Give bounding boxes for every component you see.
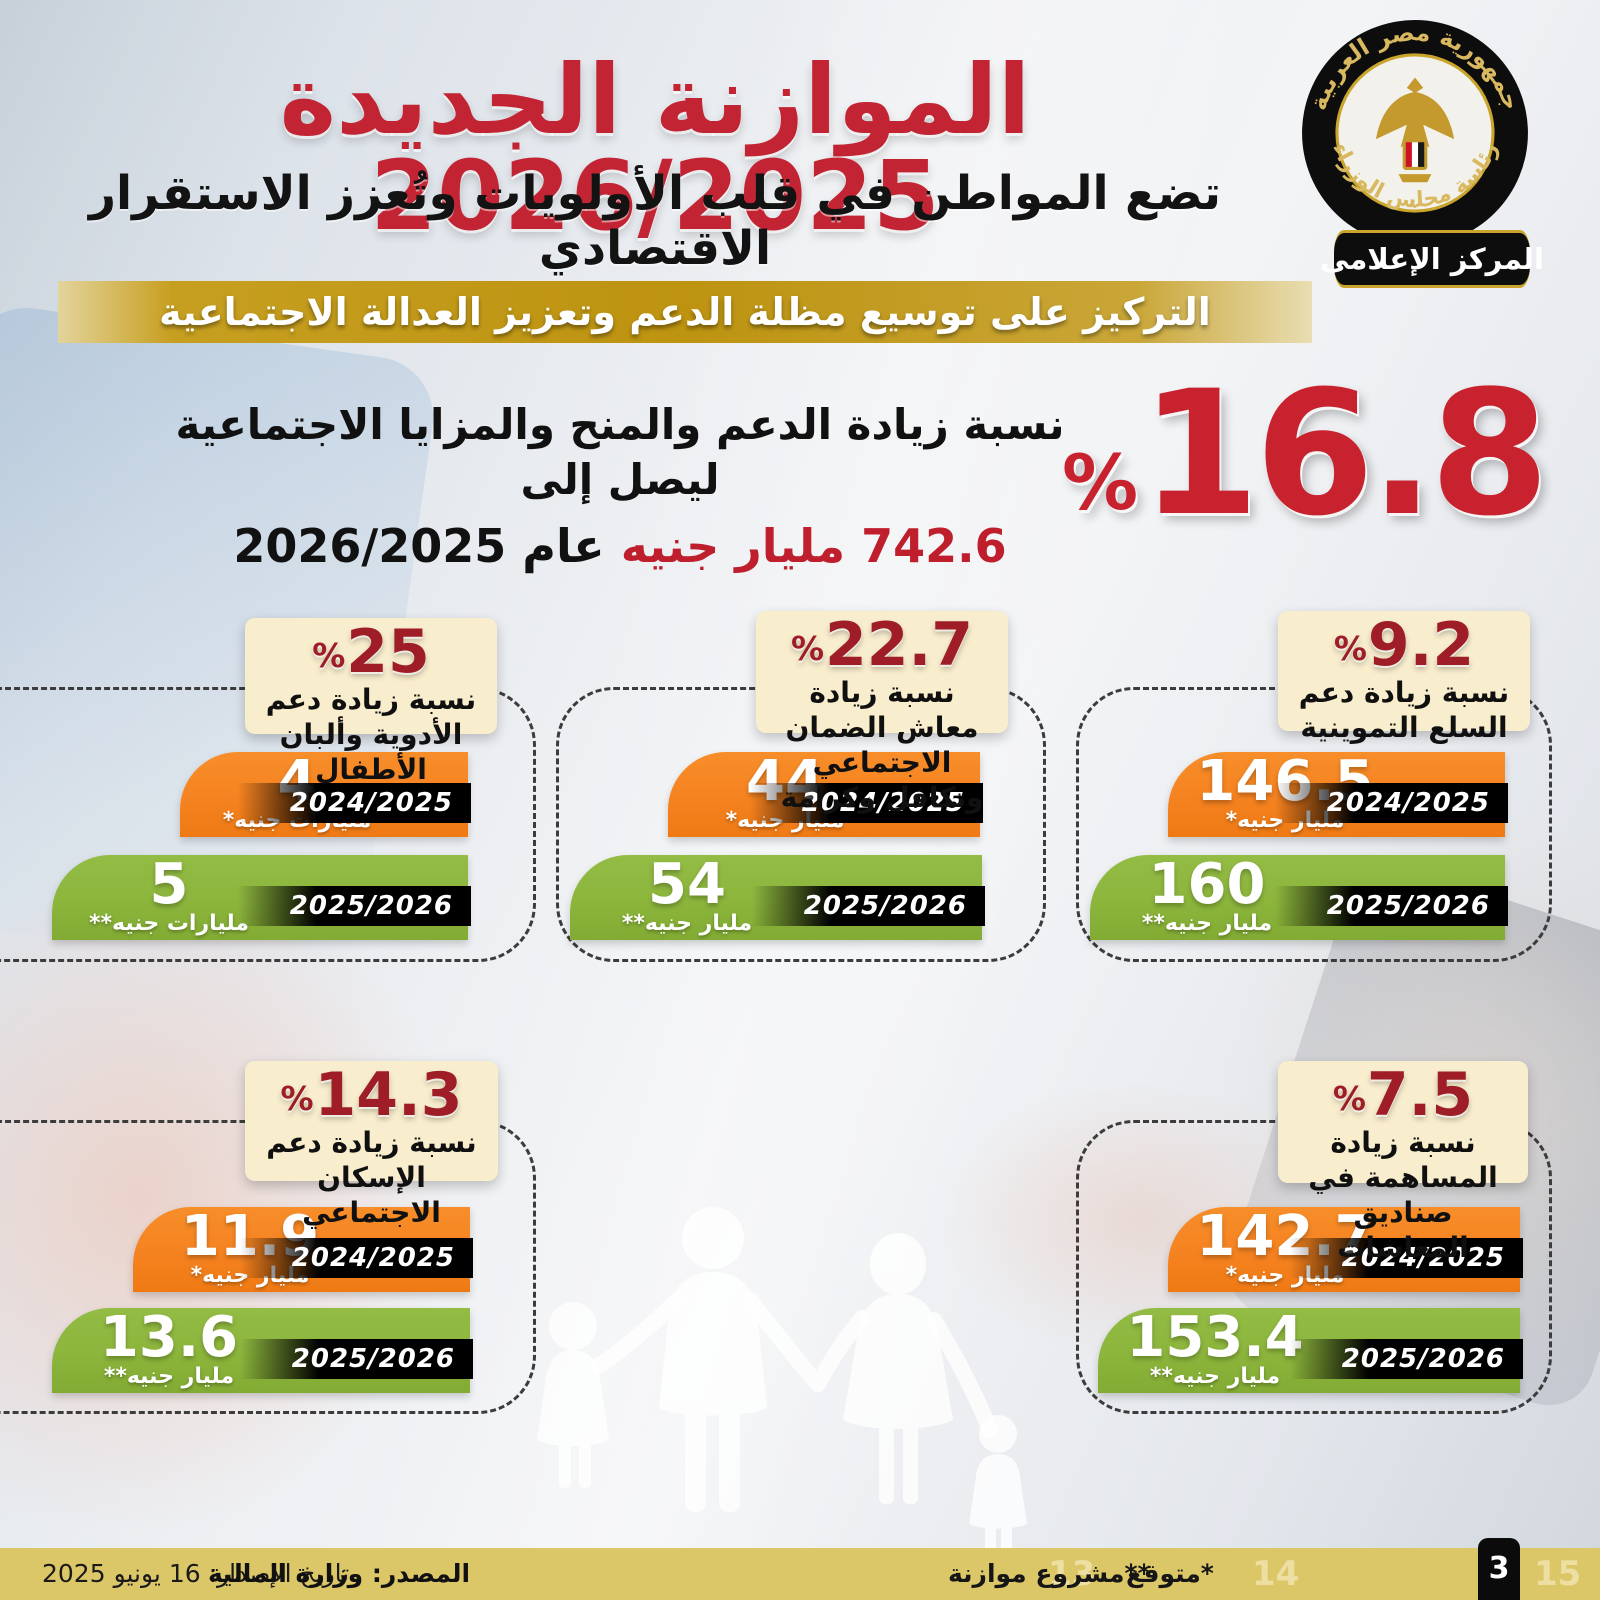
- background-ruler-13: 13: [1048, 1554, 1096, 1594]
- year-strip: 2024/2025: [239, 1238, 473, 1278]
- headline-percent: % 16.8: [1062, 353, 1550, 554]
- bar-2025-2026-housing: 13.6 مليار جنيه** 2025/2026: [52, 1305, 473, 1393]
- card-percent-value: 25: [346, 617, 430, 687]
- page-title: الموازنة الجديدة 2026/2025: [279, 44, 1031, 252]
- card-percent: % 22.7: [756, 615, 1008, 675]
- card-label: نسبة زيادة المساهمة في صناديق المعاشات: [1308, 1126, 1498, 1264]
- background-ruler-15: 15: [1534, 1554, 1582, 1594]
- card-percent-value: 14.3: [314, 1060, 463, 1130]
- stat-card-medicines: % 25 نسبة زيادة دعم الأدوية وألبان الأطفا…: [245, 618, 497, 786]
- bar-number: 13.6: [99, 1305, 239, 1370]
- bar-number: 54: [648, 852, 726, 917]
- bar-2024-2025-ration-goods: 146.5 مليار جنيه* 2024/2025: [1168, 752, 1508, 837]
- year-strip: 2024/2025: [237, 783, 471, 823]
- bar-value: 13.6 مليار جنيه**: [74, 1305, 264, 1390]
- stat-card-pension-funds: % 7.5 نسبة زيادة المساهمة في صناديق المعا…: [1278, 1061, 1528, 1264]
- percent-sign: %: [1333, 629, 1367, 668]
- stat-card-housing: % 14.3 نسبة زيادة دعم الإسكان الاجتماعي: [245, 1061, 498, 1229]
- bar-unit: مليارات جنيه**: [89, 911, 249, 936]
- bar-2025-2026-pensions-takaful: 54 مليار جنيه** 2025/2026: [570, 852, 985, 940]
- logo-emblem: جمهورية مصر العربية رئاسة مجلس الوزراء: [1302, 18, 1528, 246]
- headline-amount: 742.6 مليار جنيه: [620, 519, 1007, 574]
- percent-sign: %: [312, 636, 346, 675]
- footnote-budget-draft: **مشروع موازنة: [948, 1559, 1151, 1588]
- headline-year: عام 2026/2025: [233, 519, 605, 574]
- bar-value: 5 مليارات جنيه**: [74, 852, 264, 937]
- bar-unit: مليار جنيه**: [621, 911, 753, 936]
- card-percent: % 25: [245, 622, 497, 682]
- headline-percent-value: 16.8: [1140, 353, 1549, 554]
- headline-line2: 742.6 مليار جنيه عام 2026/2025: [165, 519, 1075, 573]
- bar-number: 5: [149, 852, 189, 917]
- card-percent: % 9.2: [1278, 615, 1530, 675]
- bar-number: 153.4: [1126, 1305, 1304, 1370]
- bar-number: 160: [1148, 852, 1266, 917]
- page-number-tab: 3: [1478, 1538, 1520, 1600]
- bar-2025-2026-pension-funds: 153.4 مليار جنيه** 2025/2026: [1098, 1305, 1523, 1393]
- card-percent-value: 22.7: [825, 610, 974, 680]
- year-strip: 2025/2026: [1274, 886, 1508, 926]
- family-silhouette: [537, 1207, 1027, 1562]
- card-label: نسبة زيادة معاش الضمان الاجتماعي وتكافل …: [780, 676, 984, 814]
- background-ruler-14: 14: [1252, 1554, 1300, 1594]
- bar-2024-2025-pensions-takaful: 44 مليار جنيه* 2024/2025: [668, 752, 983, 837]
- footnote-expected: *متوقع: [1126, 1559, 1214, 1588]
- bar-value: 153.4 مليار جنيه**: [1120, 1305, 1310, 1390]
- year-strip: 2024/2025: [1274, 783, 1508, 823]
- stat-card-pensions-takaful: % 22.7 نسبة زيادة معاش الضمان الاجتماعي و…: [756, 611, 1008, 814]
- headline-text: نسبة زيادة الدعم والمنح والمزايا الاجتما…: [165, 398, 1075, 573]
- source-label: المصدر: وزارة المالية: [208, 1559, 471, 1588]
- eagle-emblem: [1375, 77, 1455, 183]
- focus-banner: التركيز على توسيع مظلة الدعم وتعزيز العد…: [58, 281, 1312, 343]
- card-percent: % 7.5: [1278, 1065, 1528, 1125]
- percent-sign: %: [1062, 438, 1139, 528]
- media-center-label: المركز الإعلامى: [1320, 242, 1544, 276]
- bar-unit: مليار جنيه**: [1141, 911, 1273, 936]
- card-percent-value: 9.2: [1367, 610, 1475, 680]
- card-label: نسبة زيادة دعم الإسكان الاجتماعي: [266, 1126, 477, 1229]
- year-strip: 2025/2026: [239, 1339, 473, 1379]
- bar-value: 54 مليار جنيه**: [592, 852, 782, 937]
- percent-sign: %: [280, 1079, 314, 1118]
- year-strip: 2025/2026: [751, 886, 985, 926]
- headline-line1: نسبة زيادة الدعم والمنح والمزايا الاجتما…: [175, 400, 1065, 504]
- card-percent: % 14.3: [245, 1065, 498, 1125]
- bar-2025-2026-ration-goods: 160 مليار جنيه** 2025/2026: [1090, 852, 1508, 940]
- card-percent-value: 7.5: [1366, 1060, 1474, 1130]
- bar-2025-2026-medicines: 5 مليارات جنيه** 2025/2026: [52, 852, 471, 940]
- year-strip: 2024/2025: [749, 783, 983, 823]
- bar-value: 160 مليار جنيه**: [1112, 852, 1302, 937]
- year-strip: 2025/2026: [1289, 1339, 1523, 1379]
- government-logo: جمهورية مصر العربية رئاسة مجلس الوزراء ا…: [1300, 18, 1544, 288]
- media-center-ribbon: المركز الإعلامى: [1320, 230, 1544, 288]
- page-number: 3: [1488, 1551, 1510, 1586]
- percent-sign: %: [790, 629, 825, 668]
- year-strip: 2025/2026: [237, 886, 471, 926]
- page-subtitle: تضع المواطن في قلب الأولويات وتُعزز الاس…: [88, 166, 1222, 276]
- card-label: نسبة زيادة دعم السلع التموينية: [1298, 676, 1510, 744]
- stat-card-ration-goods: % 9.2 نسبة زيادة دعم السلع التموينية: [1278, 611, 1530, 744]
- percent-sign: %: [1332, 1079, 1366, 1118]
- footer-bar: 13 14 15 تاريخ الإصدار: 16 يونيو 2025 ال…: [0, 1538, 1600, 1600]
- card-label: نسبة زيادة دعم الأدوية وألبان الأطفال: [265, 683, 477, 786]
